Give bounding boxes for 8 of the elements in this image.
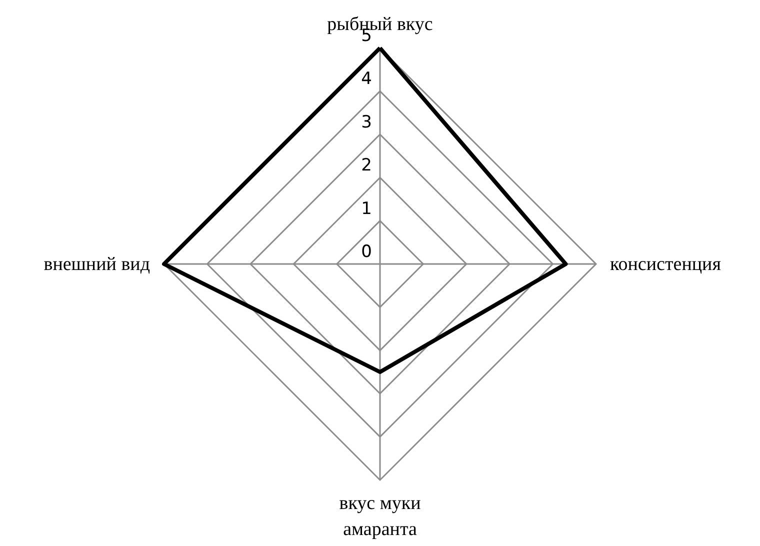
y-tick-label: 3 <box>361 112 372 132</box>
y-tick-label: 2 <box>361 156 372 176</box>
y-tick-label: 0 <box>361 242 372 262</box>
y-tick-label: 1 <box>361 198 372 219</box>
spoke-label: консистенция <box>610 254 722 275</box>
spoke-label: вкус муки амаранта <box>339 493 421 540</box>
spoke-label: внешний вид <box>44 254 150 275</box>
y-tick-label: 4 <box>361 69 372 90</box>
